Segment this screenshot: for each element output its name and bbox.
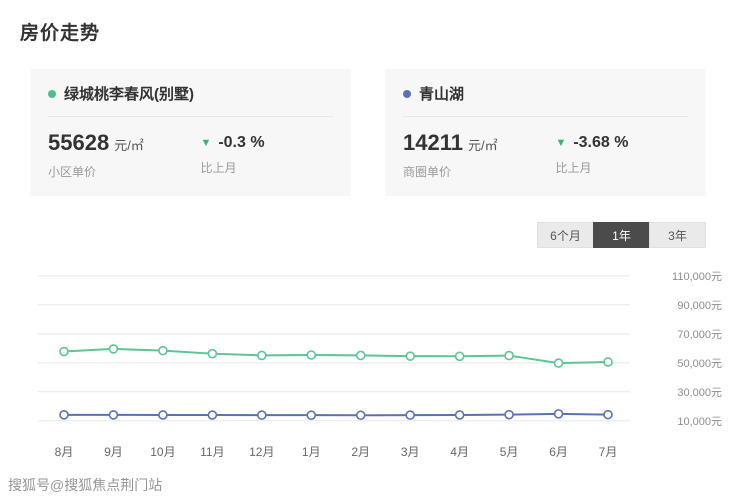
svg-text:9月: 9月 — [104, 445, 123, 459]
community-price-value: 55628 — [48, 130, 110, 155]
card-district-body: 14211 元/㎡ 商圈单价 ▼ -3.68 % 比上月 — [403, 130, 688, 180]
district-price-unit: 元/㎡ — [467, 138, 498, 153]
price-trend-chart[interactable]: 10,000元 30,000元 50,000元 70,000元 90,000元 110,0… — [22, 260, 728, 470]
community-price-unit: 元/㎡ — [114, 138, 144, 153]
community-change-label: 比上月 — [200, 161, 237, 175]
district-price-value: 14211 — [403, 130, 463, 155]
svg-text:1月: 1月 — [302, 445, 321, 459]
svg-text:3月: 3月 — [401, 445, 420, 459]
trend-down-icon: ▼ — [555, 136, 567, 149]
svg-text:110,000元: 110,000元 — [672, 271, 722, 283]
svg-text:12月: 12月 — [249, 445, 274, 459]
svg-text:90,000元: 90,000元 — [677, 300, 722, 312]
card-community-title: 绿城桃李春风(别墅) — [64, 86, 194, 103]
svg-text:4月: 4月 — [450, 445, 469, 459]
svg-text:70,000元: 70,000元 — [677, 329, 722, 341]
stat-cards: 绿城桃李春风(别墅) 55628 元/㎡ 小区单价 ▼ -0.3 % 比上月 — [30, 69, 706, 196]
legend-dot-blue-icon — [403, 89, 411, 98]
svg-text:10,000元: 10,000元 — [677, 416, 722, 428]
svg-text:30,000元: 30,000元 — [677, 387, 722, 399]
svg-text:50,000元: 50,000元 — [677, 358, 722, 370]
svg-text:2月: 2月 — [351, 445, 370, 459]
district-price-label: 商圈单价 — [403, 165, 452, 179]
card-community-body: 55628 元/㎡ 小区单价 ▼ -0.3 % 比上月 — [48, 130, 333, 180]
card-district: 青山湖 14211 元/㎡ 商圈单价 ▼ -3.68 % 比上月 — [385, 69, 706, 196]
district-change-label: 比上月 — [555, 161, 592, 175]
svg-text:11月: 11月 — [200, 445, 224, 459]
card-community: 绿城桃李春风(别墅) 55628 元/㎡ 小区单价 ▼ -0.3 % 比上月 — [30, 69, 351, 196]
district-change-value: -3.68 % — [573, 134, 629, 151]
range-tab-6months[interactable]: 6个月 — [537, 222, 594, 248]
range-tab-3years[interactable]: 3年 — [649, 222, 706, 248]
card-district-header: 青山湖 — [403, 83, 688, 117]
legend-dot-green-icon — [48, 89, 56, 98]
card-district-title: 青山湖 — [419, 86, 465, 103]
community-change-value: -0.3 % — [218, 134, 265, 151]
range-tab-1year[interactable]: 1年 — [593, 222, 650, 248]
watermark: 搜狐号@搜狐焦点荆门站 — [8, 477, 163, 493]
range-toggle-row: 6个月 1年 3年 — [0, 222, 706, 248]
price-trend-page: 房价走势 绿城桃李春风(别墅) 55628 元/㎡ 小区单价 ▼ — [0, 23, 728, 493]
svg-text:10月: 10月 — [150, 445, 175, 459]
svg-text:6月: 6月 — [549, 445, 568, 459]
chart-svg: 10,000元 30,000元 50,000元 70,000元 90,000元 110,0… — [38, 271, 722, 459]
community-price-label: 小区单价 — [48, 165, 97, 179]
range-toggle: 6个月 1年 3年 — [537, 222, 706, 248]
svg-text:8月: 8月 — [55, 445, 74, 459]
trend-down-icon: ▼ — [200, 136, 212, 149]
svg-text:7月: 7月 — [599, 445, 618, 459]
card-community-header: 绿城桃李春风(别墅) — [48, 83, 333, 117]
svg-text:5月: 5月 — [500, 445, 519, 459]
page-title: 房价走势 — [20, 23, 101, 44]
